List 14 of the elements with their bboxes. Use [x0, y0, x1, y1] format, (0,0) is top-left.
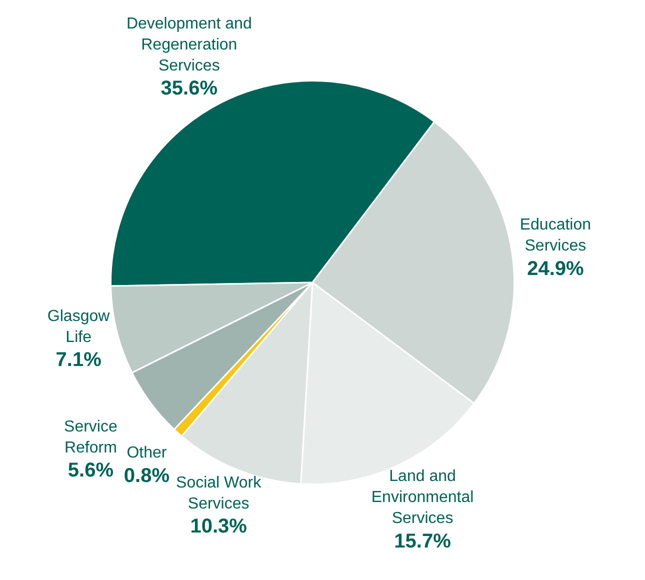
slice-label: Glasgow Life [47, 308, 110, 346]
data-label: 7.1% [56, 348, 102, 371]
data-label: 35.6% [160, 78, 218, 100]
data-label: 24.9% [527, 258, 584, 280]
data-label: 10.3% [190, 515, 248, 538]
data-label: 15.7% [394, 530, 452, 552]
slice-label: Education Services [520, 216, 592, 255]
slice-label: Land and Environmental Services [371, 468, 474, 528]
slice-label: Development and Regeneration Services [126, 15, 252, 74]
slice-label: Other [126, 444, 168, 462]
data-label: 5.6% [68, 459, 114, 482]
data-label: 0.8% [124, 464, 170, 487]
slice-label: Social Work Services [176, 474, 262, 512]
slice-label: Service Reform [64, 418, 118, 456]
